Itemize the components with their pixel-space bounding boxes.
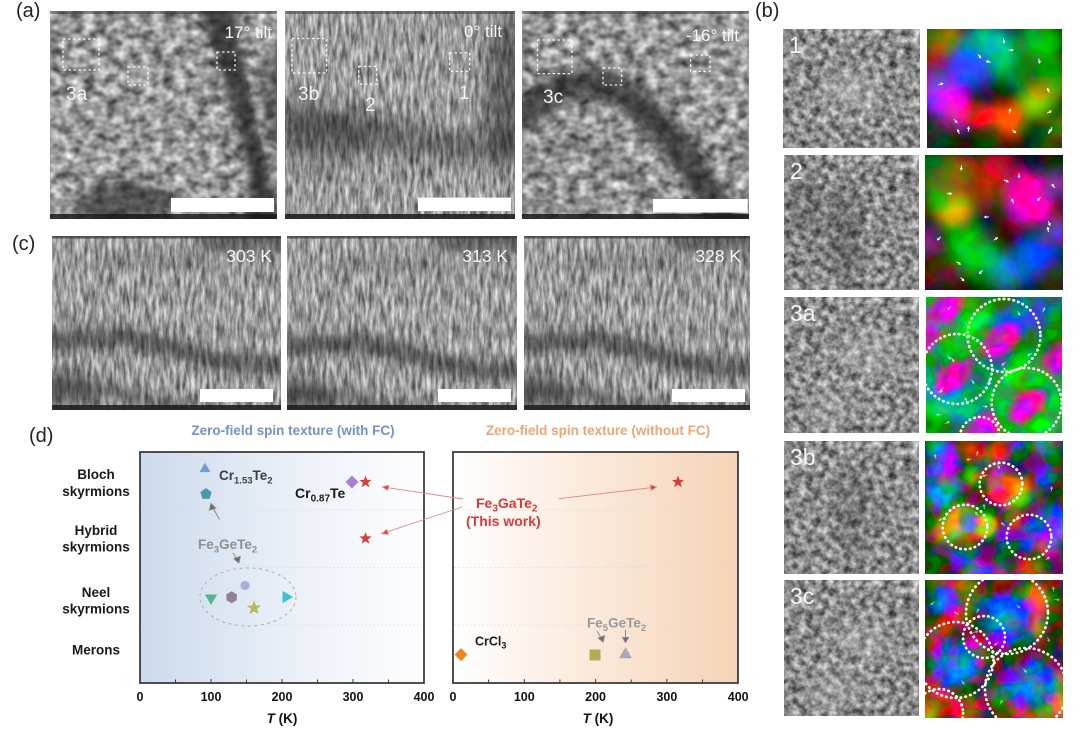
svg-text:300: 300 bbox=[343, 690, 364, 704]
svg-text:328 K: 328 K bbox=[695, 246, 741, 266]
svg-text:CrCl3: CrCl3 bbox=[475, 635, 506, 651]
svg-text:skyrmions: skyrmions bbox=[62, 540, 130, 555]
svg-text:3b: 3b bbox=[298, 84, 319, 105]
svg-text:17° tilt: 17° tilt bbox=[225, 23, 273, 42]
svg-text:0: 0 bbox=[137, 690, 144, 704]
svg-text:303 K: 303 K bbox=[226, 246, 272, 266]
svg-text:Fe5GeTe2: Fe5GeTe2 bbox=[587, 616, 646, 635]
svg-text:2: 2 bbox=[790, 158, 803, 184]
svg-text:(This work): (This work) bbox=[466, 513, 541, 529]
svg-text:T (K): T (K) bbox=[267, 711, 298, 726]
svg-text:200: 200 bbox=[272, 690, 293, 704]
svg-text:Cr1.53Te2: Cr1.53Te2 bbox=[219, 468, 273, 487]
svg-text:3a: 3a bbox=[66, 84, 88, 105]
svg-text:0: 0 bbox=[450, 690, 457, 704]
svg-text:skyrmions: skyrmions bbox=[62, 484, 130, 499]
svg-text:1: 1 bbox=[459, 83, 470, 104]
svg-text:Bloch: Bloch bbox=[77, 467, 115, 482]
svg-text:400: 400 bbox=[728, 690, 749, 704]
svg-text:100: 100 bbox=[201, 690, 222, 704]
svg-text:300: 300 bbox=[656, 690, 677, 704]
svg-text:Neel: Neel bbox=[82, 585, 111, 600]
svg-text:3c: 3c bbox=[790, 583, 814, 609]
svg-text:313 K: 313 K bbox=[462, 246, 508, 266]
svg-text:3b: 3b bbox=[790, 444, 816, 470]
svg-text:0° tilt: 0° tilt bbox=[464, 22, 502, 41]
svg-text:T (K): T (K) bbox=[583, 711, 614, 726]
svg-text:1: 1 bbox=[789, 32, 802, 58]
svg-text:Merons: Merons bbox=[72, 643, 120, 658]
svg-text:Fe3GeTe2: Fe3GeTe2 bbox=[198, 537, 257, 556]
svg-text:skyrmions: skyrmions bbox=[62, 602, 130, 617]
svg-text:3c: 3c bbox=[543, 87, 563, 108]
svg-text:2: 2 bbox=[365, 95, 376, 116]
svg-text:3a: 3a bbox=[790, 300, 816, 326]
svg-text:Cr0.87Te: Cr0.87Te bbox=[295, 485, 346, 505]
svg-text:Hybrid: Hybrid bbox=[75, 523, 118, 538]
svg-text:200: 200 bbox=[585, 690, 606, 704]
svg-text:Fe3GaTe2: Fe3GaTe2 bbox=[476, 495, 538, 515]
svg-text:100: 100 bbox=[514, 690, 535, 704]
svg-text:-16° tilt: -16° tilt bbox=[686, 26, 739, 45]
svg-text:400: 400 bbox=[414, 690, 435, 704]
svg-text:Zero-field spin texture (with: Zero-field spin texture (with FC) bbox=[191, 423, 394, 438]
svg-text:Zero-field spin texture (witho: Zero-field spin texture (without FC) bbox=[486, 423, 710, 438]
